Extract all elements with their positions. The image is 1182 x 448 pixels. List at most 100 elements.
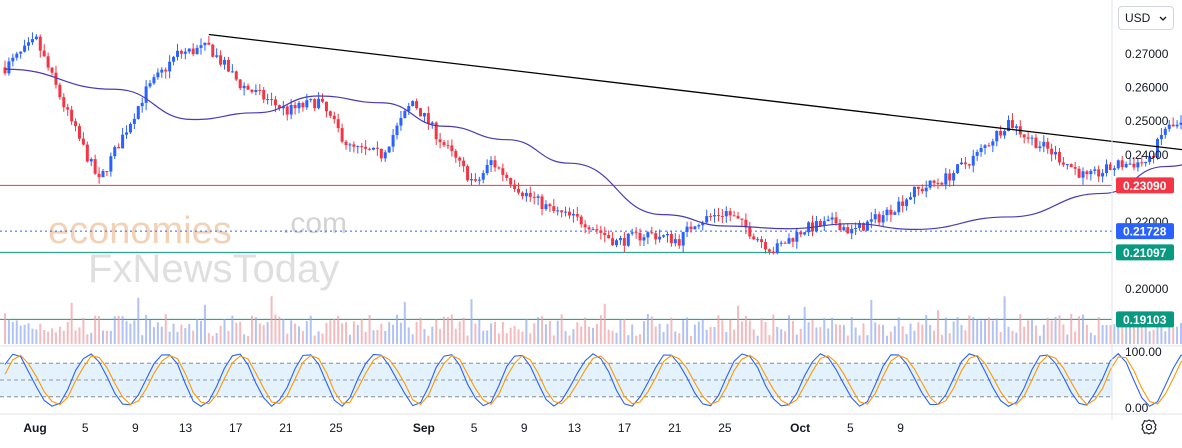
candle-body <box>987 145 991 147</box>
candle-body <box>775 243 779 254</box>
volume-bar <box>835 324 838 344</box>
price-axis[interactable]: 0.270000.260000.250000.240000.220000.200… <box>1111 0 1169 420</box>
volume-bar <box>897 317 900 344</box>
candle-body <box>368 148 372 150</box>
volume-bar <box>454 328 457 344</box>
candle-body <box>787 238 791 244</box>
volume-bar <box>117 315 120 344</box>
volume-bar <box>693 324 696 344</box>
candle-body <box>1105 164 1109 174</box>
watermark: economies .com FxNewsToday <box>48 207 347 291</box>
candle-body <box>89 159 93 162</box>
candle-body <box>262 90 266 100</box>
volume-bar <box>744 315 747 344</box>
volume-bar <box>984 319 986 344</box>
volume-bar <box>1093 335 1096 344</box>
volume-bar <box>682 320 685 344</box>
volume-bar <box>309 315 312 344</box>
candle-body <box>93 159 97 174</box>
volume-bar <box>976 319 979 344</box>
trend-line[interactable] <box>208 33 1182 170</box>
candle-body <box>556 210 560 212</box>
volume-bar <box>1125 327 1128 344</box>
volume-bar <box>258 323 261 344</box>
volume-bar <box>548 320 551 344</box>
volume-bar <box>788 315 790 344</box>
volume-bar <box>137 297 140 344</box>
volume-bar <box>200 321 202 344</box>
candle-body <box>850 228 854 234</box>
candle-body <box>211 44 215 57</box>
candle-body <box>520 192 524 197</box>
volume-bar <box>411 334 414 344</box>
volume-bar <box>125 321 128 344</box>
settings-button[interactable] <box>1138 418 1160 440</box>
volume-bar <box>917 322 920 344</box>
candle-body <box>752 236 756 240</box>
volume-bar <box>86 334 89 344</box>
candle-body <box>293 104 297 109</box>
candle-body <box>328 111 332 116</box>
candle-body <box>697 225 701 227</box>
volume-bar <box>886 335 888 344</box>
candle-body <box>877 214 881 223</box>
candle-body <box>281 106 285 109</box>
candle-body <box>854 227 858 229</box>
candle-body <box>532 196 536 198</box>
candle-body <box>101 171 105 178</box>
candle-body <box>791 238 795 242</box>
candle-body <box>967 164 971 166</box>
candle-body <box>1097 169 1101 177</box>
candle-body <box>716 215 720 217</box>
candle-body <box>164 69 168 72</box>
volume-bar <box>584 317 587 344</box>
volume-bar <box>807 322 810 344</box>
candle-body <box>203 42 207 46</box>
currency-selector[interactable]: USD <box>1118 6 1174 30</box>
volume-bar <box>737 305 740 344</box>
candle-body <box>760 239 764 243</box>
volume-bar <box>827 328 830 344</box>
volume-bar <box>172 323 175 344</box>
volume-bar <box>1109 325 1112 344</box>
volume-bar <box>1113 324 1116 344</box>
volume-bar <box>1082 314 1084 344</box>
volume-bar <box>294 323 297 344</box>
candle-body <box>920 188 924 192</box>
volume-bar <box>725 331 728 344</box>
candle-body <box>497 167 501 169</box>
volume-bar <box>572 329 575 344</box>
candle-body <box>1124 163 1128 168</box>
candle-body <box>1065 164 1069 166</box>
volume-bar <box>505 333 508 344</box>
candle-body <box>481 173 485 180</box>
volume-bar <box>427 335 430 344</box>
volume-bar <box>270 296 273 344</box>
candle-body <box>277 105 281 109</box>
volume-bar <box>513 325 516 344</box>
price-tick-label: 0.25000 <box>1125 114 1169 128</box>
volume-bar <box>219 325 222 344</box>
time-axis[interactable]: Aug 5 9 13 17 21 25 Sep 5 9 13 17 21 25 Oct 5 9 <box>0 413 1182 435</box>
volume-bar <box>388 322 391 344</box>
candle-body <box>1179 122 1182 125</box>
volume-bar <box>564 331 567 344</box>
volume-bar <box>925 314 928 344</box>
volume-bar <box>74 330 77 344</box>
time-tick-label: 21 <box>279 421 293 435</box>
price-tag-label: 0.23090 <box>1123 179 1167 193</box>
price-tick-label: 0.26000 <box>1125 81 1169 95</box>
candle-body <box>128 123 132 133</box>
candle-body <box>187 48 191 52</box>
volume-bar <box>494 322 496 344</box>
volume-bar <box>94 315 97 344</box>
price-tag-resistance <box>1116 177 1174 194</box>
volume-bar <box>254 317 257 344</box>
candle-body <box>23 45 27 52</box>
candle-body <box>238 79 242 89</box>
watermark-fxnewstoday: FxNewsToday <box>88 247 339 291</box>
candle-body <box>861 223 865 231</box>
time-tick-label: 13 <box>179 421 193 435</box>
candle-body <box>1116 160 1120 169</box>
